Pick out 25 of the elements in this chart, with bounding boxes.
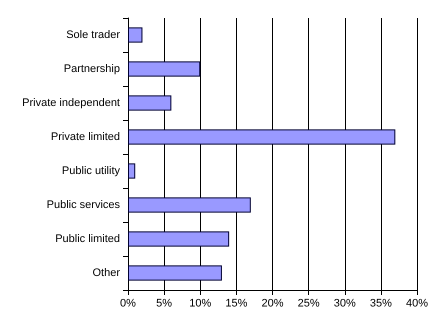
y-tick-label: Sole trader <box>66 29 120 41</box>
x-tick-label: 25% <box>298 298 320 310</box>
x-tick-label: 0% <box>120 298 136 310</box>
x-tick-label: 40% <box>406 298 428 310</box>
x-tick-label: 15% <box>225 298 248 310</box>
y-tick-label: Public utility <box>62 165 120 177</box>
bar <box>128 129 396 145</box>
y-tick-label: Public limited <box>55 233 120 245</box>
y-tick-label: Private independent <box>22 97 120 109</box>
bar <box>128 163 136 179</box>
bar <box>128 61 200 77</box>
bar <box>128 197 251 213</box>
bar <box>128 231 230 247</box>
x-tick-label: 35% <box>370 298 392 310</box>
x-tick-label: 5% <box>156 298 172 310</box>
x-tick-label: 20% <box>261 298 284 310</box>
x-tick-label: 10% <box>189 298 212 310</box>
bar <box>128 95 172 111</box>
bar <box>128 27 142 43</box>
x-tick-label: 30% <box>334 298 356 310</box>
bar <box>128 265 222 281</box>
y-tick-label: Other <box>92 267 120 279</box>
y-tick-label: Partnership <box>64 63 120 75</box>
y-tick-label: Public services <box>46 199 120 211</box>
y-tick-label: Private limited <box>50 131 120 143</box>
